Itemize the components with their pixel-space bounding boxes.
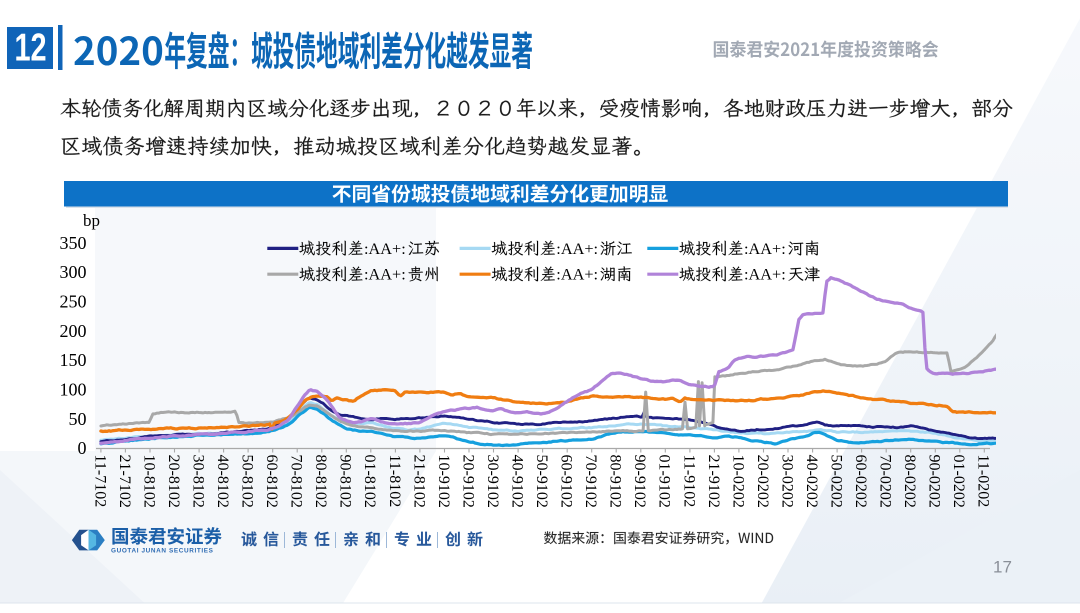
svg-text:90-9102: 90-9102 [631,455,648,508]
svg-text:30-9102: 30-9102 [484,455,501,508]
svg-text:11-0202: 11-0202 [975,455,992,508]
svg-text:01-0202: 01-0202 [950,455,967,508]
svg-text:21-9102: 21-9102 [705,455,722,508]
svg-text:11-9102: 11-9102 [680,455,697,508]
svg-text:17: 17 [993,558,1012,577]
svg-text:21-8102: 21-8102 [410,455,427,508]
svg-text:40-0202: 40-0202 [803,455,820,508]
svg-text:100: 100 [60,380,87,400]
svg-text:20-0202: 20-0202 [754,455,771,508]
svg-text:10-0202: 10-0202 [729,455,746,508]
svg-text:50: 50 [69,409,87,429]
svg-text:200: 200 [60,321,87,341]
svg-text:60-8102: 60-8102 [263,455,280,508]
svg-text:20-8102: 20-8102 [165,455,182,508]
svg-text:70-0202: 70-0202 [877,455,894,508]
svg-text:20-9102: 20-9102 [459,455,476,508]
svg-text:11-7102: 11-7102 [91,455,108,508]
svg-text:250: 250 [60,292,87,312]
svg-text:60-0202: 60-0202 [852,455,869,508]
svg-text:70-8102: 70-8102 [288,455,305,508]
svg-text::AA+:: :AA+: [364,239,406,258]
svg-text:60-9102: 60-9102 [558,455,575,508]
svg-text:30-8102: 30-8102 [190,455,207,508]
svg-text::AA+:: :AA+: [744,239,786,258]
svg-text:0: 0 [78,438,87,458]
svg-text:80-0202: 80-0202 [901,455,918,508]
svg-text:10-9102: 10-9102 [435,455,452,508]
svg-text::AA+:: :AA+: [364,265,406,284]
svg-text::AA+:: :AA+: [556,265,598,284]
svg-text:50-8102: 50-8102 [239,455,256,508]
svg-text:GUOTAI JUNAN SECURITIES: GUOTAI JUNAN SECURITIES [111,548,214,555]
svg-text:80-8102: 80-8102 [312,455,329,508]
svg-text:90-8102: 90-8102 [337,455,354,508]
svg-text:150: 150 [60,350,87,370]
svg-text:01-9102: 01-9102 [656,455,673,508]
svg-text:50-9102: 50-9102 [533,455,550,508]
svg-text:21-7102: 21-7102 [116,455,133,508]
svg-text:90-0202: 90-0202 [926,455,943,508]
svg-text:bp: bp [83,211,100,230]
svg-text:350: 350 [60,233,87,253]
svg-text::AA+:: :AA+: [556,239,598,258]
svg-text:30-0202: 30-0202 [778,455,795,508]
svg-text:40-8102: 40-8102 [214,455,231,508]
svg-text:300: 300 [60,262,87,282]
svg-text:11-8102: 11-8102 [386,455,403,508]
svg-text:01-8102: 01-8102 [361,455,378,508]
svg-text:80-9102: 80-9102 [607,455,624,508]
svg-text:10-8102: 10-8102 [140,455,157,508]
svg-text::AA+:: :AA+: [744,265,786,284]
svg-text:50-0202: 50-0202 [828,455,845,508]
svg-text:40-9102: 40-9102 [509,455,526,508]
svg-text:12: 12 [14,27,46,70]
svg-text:70-9102: 70-9102 [582,455,599,508]
